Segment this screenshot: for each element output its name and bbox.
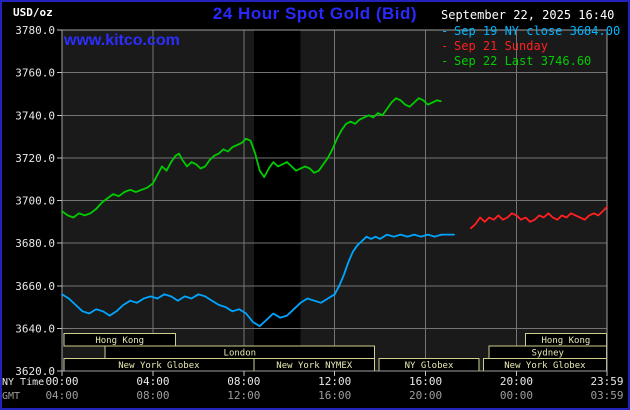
x-tick-label-gmt: 04:00 — [45, 389, 78, 402]
y-tick-label: 3720.0 — [15, 152, 55, 165]
kitco-watermark: www.kitco.com — [64, 32, 180, 49]
legend-item: - Sep 21 Sunday — [441, 39, 620, 54]
y-tick-label: 3740.0 — [15, 109, 55, 122]
session-label: NY Globex — [405, 361, 454, 371]
x-tick-label-ny: 08:00 — [227, 375, 260, 388]
chart-legend: - Sep 19 NY close 3684.00- Sep 21 Sunday - S… — [441, 24, 620, 69]
x-axis-row-label-gmt: GMT — [2, 391, 20, 402]
y-axis-units-label: USD/oz — [13, 6, 53, 19]
y-tick-label: 3640.0 — [15, 322, 55, 335]
page-title: 24 Hour Spot Gold (Bid) — [212, 4, 418, 23]
y-tick-label: 3700.0 — [15, 195, 55, 208]
x-tick-label-gmt: 20:00 — [409, 389, 442, 402]
session-label: New York NYMEX — [276, 361, 352, 371]
y-tick-label: 3780.0 — [15, 24, 55, 37]
x-tick-label-gmt: 12:00 — [227, 389, 260, 402]
series-line-sep19 — [61, 233, 455, 328]
x-tick-label-ny: 23:59 — [590, 375, 623, 388]
chart-datetime: September 22, 2025 16:40 — [441, 8, 615, 22]
legend-marker: - — [441, 54, 449, 68]
x-tick-label-ny: 04:00 — [136, 375, 169, 388]
legend-item: - Sep 19 NY close 3684.00 — [441, 24, 620, 39]
legend-marker: - — [441, 24, 449, 38]
x-tick-label-gmt: 16:00 — [318, 389, 351, 402]
series-line-sep21 — [470, 205, 608, 230]
x-tick-label-ny: 20:00 — [500, 375, 533, 388]
session-label: New York Globex — [504, 361, 586, 371]
x-tick-label-ny: 00:00 — [45, 375, 78, 388]
session-label: Hong Kong — [95, 336, 144, 346]
x-tick-label-gmt: 00:00 — [500, 389, 533, 402]
session-label: New York Globex — [118, 361, 200, 371]
x-tick-label-gmt: 08:00 — [136, 389, 169, 402]
series-line-sep22 — [61, 97, 442, 219]
legend-item: - Sep 22 Last 3746.60 — [441, 54, 620, 69]
x-tick-label-ny: 12:00 — [318, 375, 351, 388]
session-label: Sydney — [531, 349, 564, 359]
session-label: London — [224, 349, 257, 359]
legend-label: Sep 22 Last 3746.60 — [454, 54, 592, 68]
legend-marker: - — [441, 39, 449, 53]
legend-label: Sep 21 Sunday — [454, 39, 548, 53]
y-tick-label: 3760.0 — [15, 67, 55, 80]
y-tick-label: 3660.0 — [15, 280, 55, 293]
y-tick-label: 3620.0 — [15, 365, 55, 378]
x-tick-label-ny: 16:00 — [409, 375, 442, 388]
legend-label: Sep 19 NY close 3684.00 — [454, 24, 621, 38]
x-axis-row-label-ny: NY Time — [2, 377, 44, 388]
y-tick-label: 3680.0 — [15, 237, 55, 250]
session-label: Hong Kong — [542, 336, 591, 346]
x-tick-label-gmt: 03:59 — [590, 389, 623, 402]
